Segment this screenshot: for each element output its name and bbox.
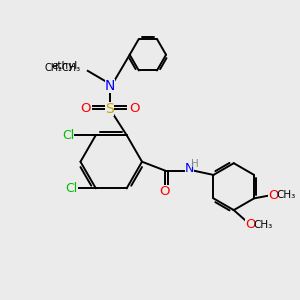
Text: O: O: [129, 103, 140, 116]
Text: Cl: Cl: [66, 182, 78, 195]
Text: CH₃: CH₃: [254, 220, 273, 230]
Text: H: H: [190, 159, 198, 169]
Text: O: O: [268, 189, 279, 202]
Text: O: O: [160, 185, 170, 198]
Text: S: S: [105, 102, 114, 116]
Text: Cl: Cl: [62, 129, 74, 142]
Text: O: O: [80, 103, 90, 116]
Text: ethyl: ethyl: [52, 61, 78, 70]
Text: N: N: [184, 162, 194, 175]
Text: O: O: [245, 218, 256, 231]
Text: N: N: [105, 79, 115, 92]
Text: CH₃: CH₃: [277, 190, 296, 200]
Text: CH₂CH₃: CH₂CH₃: [45, 63, 81, 73]
